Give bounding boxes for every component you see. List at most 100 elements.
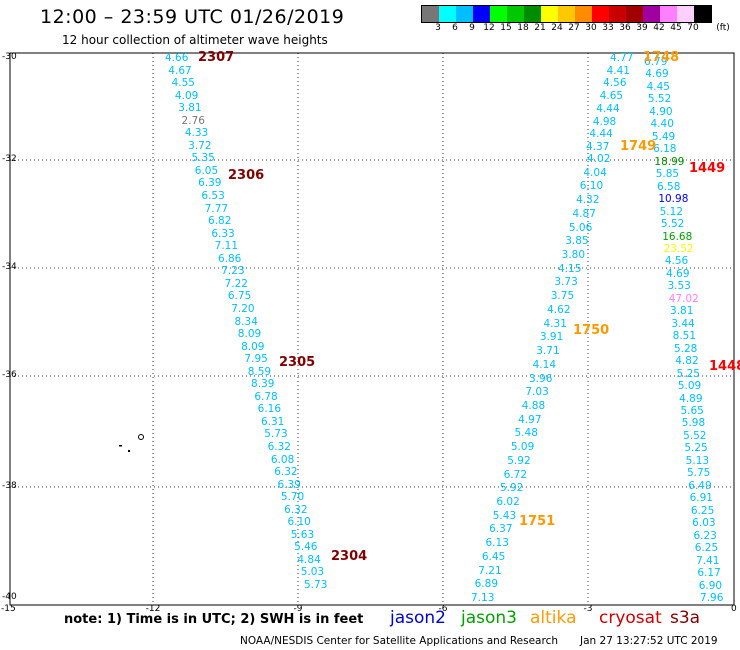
wave-height-value: 7.95 — [244, 353, 268, 366]
pass-number-label: 2306 — [228, 168, 265, 183]
wave-height-value: 5.25 — [684, 442, 708, 455]
wave-height-value: 5.52 — [647, 93, 672, 106]
wave-height-value: 6.18 — [653, 143, 677, 156]
wave-height-value: 4.90 — [649, 105, 673, 118]
legend-swatch — [694, 6, 711, 22]
wave-height-value: 8.51 — [672, 330, 697, 343]
wave-height-value: 4.55 — [171, 77, 195, 90]
island-shape — [119, 434, 144, 452]
wave-height-value: 8.34 — [234, 315, 258, 328]
wave-height-value: 6.79 — [644, 56, 668, 68]
x-axis-label: -15 — [1, 604, 16, 614]
pass-number-label: 1750 — [573, 323, 610, 338]
wave-height-value: 4.44 — [589, 128, 613, 141]
wave-height-value: 3.81 — [178, 102, 202, 115]
wave-height-value: 6.75 — [227, 290, 252, 303]
wave-height-value: 5.06 — [568, 221, 593, 234]
wave-height-value: 5.92 — [507, 454, 531, 467]
wave-height-value: 7.21 — [478, 564, 502, 577]
wave-height-value: 5.09 — [677, 380, 702, 393]
wave-height-value: 3.75 — [550, 290, 575, 303]
wave-height-value: 6.39 — [198, 177, 222, 190]
footer-timestamp: Jan 27 13:27:52 UTC 2019 — [580, 635, 718, 647]
wave-height-value: 5.92 — [500, 482, 524, 495]
wave-height-value: 18.99 — [654, 155, 685, 168]
wave-height-value: 7.20 — [231, 302, 255, 315]
wave-height-value: 5.12 — [659, 205, 684, 218]
wave-height-value: 6.25 — [690, 504, 715, 517]
wave-height-value: 7.96 — [700, 592, 724, 604]
wave-height-value: 4.84 — [297, 553, 321, 566]
wave-height-value: 4.04 — [583, 166, 607, 179]
wave-height-value: 4.89 — [679, 392, 703, 405]
wave-height-value: 7.11 — [214, 240, 239, 253]
legend-swatch — [541, 6, 558, 22]
wave-height-value: 4.14 — [532, 358, 557, 371]
wave-height-value: 5.46 — [294, 541, 318, 554]
wave-height-value: 5.25 — [676, 367, 700, 380]
x-axis-label: -12 — [145, 604, 161, 614]
wave-height-value: 4.31 — [543, 317, 567, 330]
wave-height-value: 7.13 — [471, 592, 495, 604]
wave-height-value: 6.37 — [489, 523, 513, 536]
wave-height-value: 2.76 — [181, 114, 205, 127]
y-axis-label: -32 — [2, 154, 17, 164]
wave-height-value: 5.49 — [651, 130, 676, 143]
legend-tick-label: 12 — [483, 23, 495, 33]
wave-height-value: 23.52 — [663, 242, 694, 255]
satellite-name-jason3: jason3 — [461, 608, 517, 628]
wave-height-value: 6.10 — [579, 180, 604, 193]
legend-swatch — [456, 6, 473, 22]
legend-tick-label: 24 — [551, 23, 563, 33]
wave-height-value: 3.71 — [536, 345, 560, 358]
legend-tick-label: 33 — [602, 23, 614, 33]
grid-lines — [10, 53, 734, 605]
y-axis-label: -40 — [2, 592, 17, 602]
legend-swatch — [507, 6, 524, 22]
wave-height-value: 7.03 — [525, 386, 549, 399]
wave-height-value: 6.32 — [267, 440, 291, 453]
wave-height-value: 6.89 — [474, 578, 499, 591]
wave-height-value: 4.66 — [165, 52, 189, 64]
wave-height-value: 4.02 — [587, 153, 611, 165]
legend-swatch — [677, 6, 694, 22]
wave-height-value: 6.03 — [692, 517, 716, 530]
wave-height-value: 7.77 — [204, 202, 229, 215]
legend-tick-label: 30 — [585, 23, 597, 33]
pass-number-label: 2305 — [279, 355, 316, 370]
wave-height-value: 5.70 — [280, 491, 305, 504]
x-axis-label: -6 — [438, 604, 448, 614]
color-legend — [421, 5, 712, 23]
pass-number-label: 2307 — [198, 50, 235, 65]
page-subtitle: 12 hour collection of altimeter wave hei… — [62, 33, 328, 47]
wave-height-value: 7.22 — [224, 277, 248, 290]
legend-swatch — [643, 6, 660, 22]
wave-height-value: 6.72 — [503, 468, 528, 481]
wave-height-value: 4.98 — [592, 115, 617, 128]
pass-number-label: 2304 — [331, 549, 368, 564]
wave-height-value: 4.65 — [599, 90, 624, 103]
wave-height-value: 6.82 — [208, 215, 232, 228]
legend-tick-label: 36 — [619, 23, 631, 33]
legend-tick-label: 70 — [687, 23, 699, 33]
wave-height-value: 3.91 — [539, 331, 564, 344]
legend-tick-label: 18 — [517, 23, 529, 33]
wave-height-value: 5.03 — [300, 566, 325, 579]
legend-tick-label: 45 — [670, 23, 682, 33]
wave-height-value: 6.78 — [254, 390, 278, 403]
wave-height-value: 3.81 — [670, 305, 694, 318]
wave-height-value: 3.85 — [565, 235, 589, 248]
wave-height-value: 4.77 — [610, 52, 634, 64]
wave-height-value: 4.40 — [650, 118, 674, 131]
wave-height-value: 6.86 — [217, 252, 242, 265]
satellite-name-jason2: jason2 — [390, 608, 446, 628]
wave-height-value: 6.32 — [284, 503, 308, 516]
satellite-name-s3a: s3a — [670, 608, 701, 628]
wave-height-value: 4.15 — [558, 262, 582, 275]
wave-height-value: 6.13 — [485, 537, 509, 550]
wave-height-value: 5.85 — [655, 168, 680, 181]
wave-height-value: 6.32 — [274, 466, 298, 479]
wave-height-value: 47.02 — [668, 292, 699, 305]
wave-height-value: 4.41 — [606, 64, 630, 77]
wave-height-value: 3.80 — [561, 249, 586, 262]
